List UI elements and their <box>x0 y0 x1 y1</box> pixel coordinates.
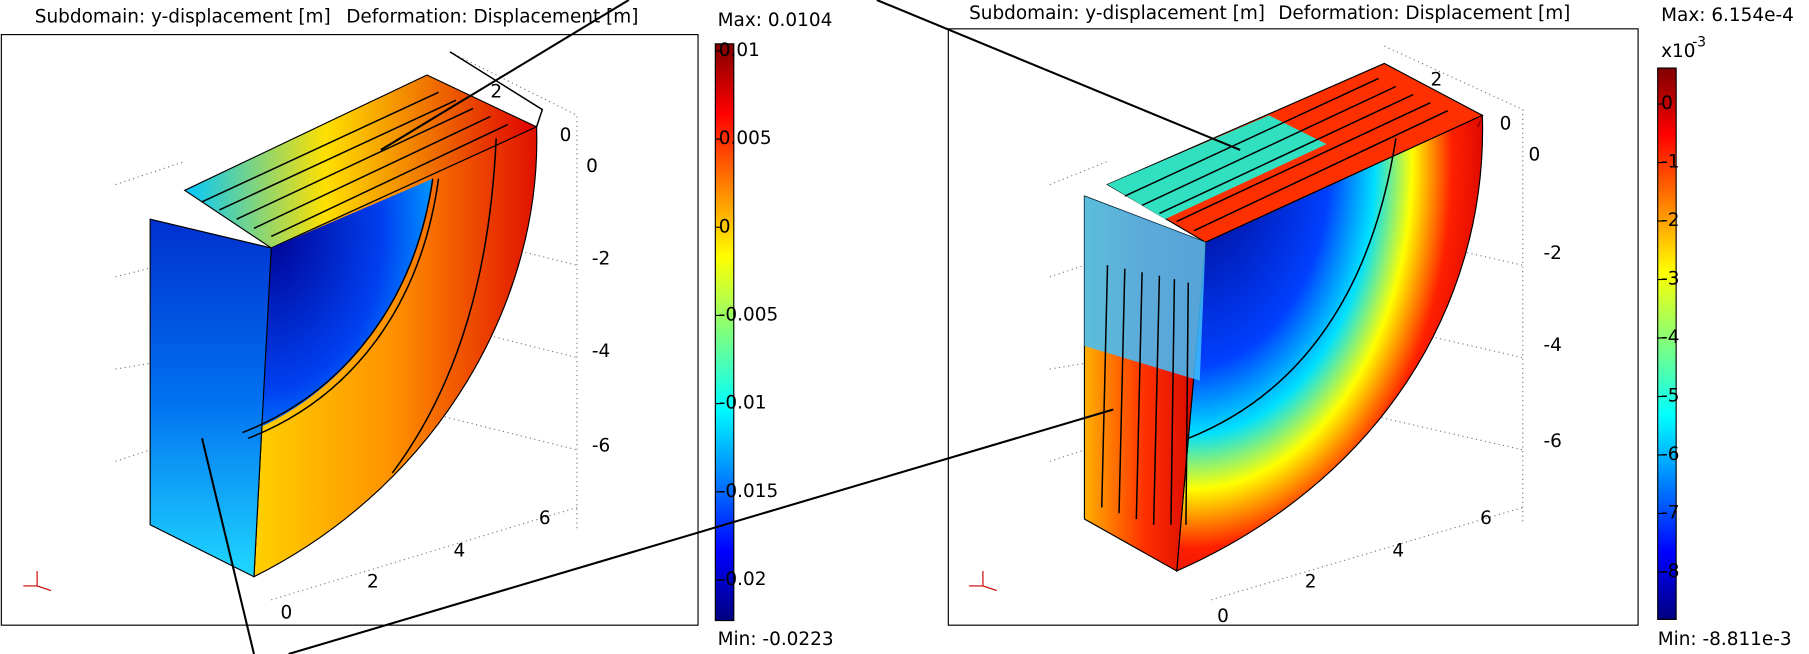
colorbar-tick-label: 0 <box>1661 93 1673 114</box>
axis-tick-label: 2 <box>367 571 379 592</box>
subdomain-title: Subdomain: y-displacement [m] <box>969 3 1265 24</box>
axis-tick-label: 0 <box>280 603 292 624</box>
min-label: Min: -0.0223 <box>718 629 834 650</box>
colorbar-tick-label: -0.01 <box>719 393 767 414</box>
colorbar-tick-label: -1 <box>1661 152 1679 173</box>
min-label: Min: -8.811e-3 <box>1658 629 1792 650</box>
axis-tick-label: 4 <box>454 540 466 561</box>
panel-left: Subdomain: y-displacement [m] Deformatio… <box>1 6 833 650</box>
max-label: Max: 6.154e-4 <box>1661 5 1794 26</box>
axis-tick-label: 2 <box>490 81 502 102</box>
axis-tick-label: -4 <box>592 341 610 362</box>
colorbar-tick-label: -4 <box>1661 327 1679 348</box>
triad <box>969 571 997 591</box>
panel-right: Subdomain: y-displacement [m] Deformatio… <box>948 3 1794 650</box>
axis-tick-label: 2 <box>1430 70 1442 91</box>
axis-tick-label: -6 <box>592 435 610 456</box>
colorbar-tick-label: -0.015 <box>719 481 778 502</box>
page: Subdomain: y-displacement [m] Deformatio… <box>0 0 1809 654</box>
axis-tick-label: 0 <box>560 125 572 146</box>
axis-tick-label: 2 <box>1305 571 1317 592</box>
subdomain-title: Subdomain: y-displacement [m] <box>35 6 331 27</box>
block <box>150 219 271 577</box>
axis-tick-label: -2 <box>592 249 610 270</box>
colorbar-tick-label: -5 <box>1661 385 1679 406</box>
colorbar-tick-label: 0.01 <box>719 40 760 61</box>
max-label: Max: 0.0104 <box>718 10 833 31</box>
colorbar-tick-label: -6 <box>1661 444 1679 465</box>
deformation-title: Deformation: Displacement [m] <box>1278 3 1570 24</box>
colorbar-tick-label: -2 <box>1661 210 1679 231</box>
axis-tick-label: 6 <box>539 508 551 529</box>
colorbar-exponent: -3 <box>1692 35 1706 51</box>
colorbar-tick-label: -8 <box>1661 561 1679 582</box>
colorbar-tick-label: -7 <box>1661 502 1679 523</box>
figure: Subdomain: y-displacement [m] Deformatio… <box>0 0 1809 654</box>
colorbar-tick-label: -0.02 <box>719 569 767 590</box>
axis-tick-label: -2 <box>1544 243 1562 264</box>
deformation-title: Deformation: Displacement [m] <box>346 6 638 27</box>
colorbar-ticks: 0 -1 -2 -3 -4 -5 -6 -7 -8 <box>1658 93 1680 582</box>
axis-tick-label: -6 <box>1544 431 1562 452</box>
triad <box>23 571 51 591</box>
axis-tick-label: 6 <box>1480 508 1492 529</box>
colorbar-tick-label: 0 <box>719 216 731 237</box>
axis-tick-label: 0 <box>1529 145 1541 166</box>
axis-tick-label: -4 <box>1544 335 1562 356</box>
axis-tick-label: 0 <box>1500 114 1512 135</box>
axis-tick-label: 0 <box>586 156 598 177</box>
colorbar-tick-label: 0.005 <box>719 128 772 149</box>
colorbar-scale: x10 <box>1661 41 1695 62</box>
colorbar-tick-label: -3 <box>1661 269 1679 290</box>
colorbar-tick-label: -0.005 <box>719 304 778 325</box>
axis-tick-label: 4 <box>1392 540 1404 561</box>
axis-tick-label: 0 <box>1217 606 1229 627</box>
